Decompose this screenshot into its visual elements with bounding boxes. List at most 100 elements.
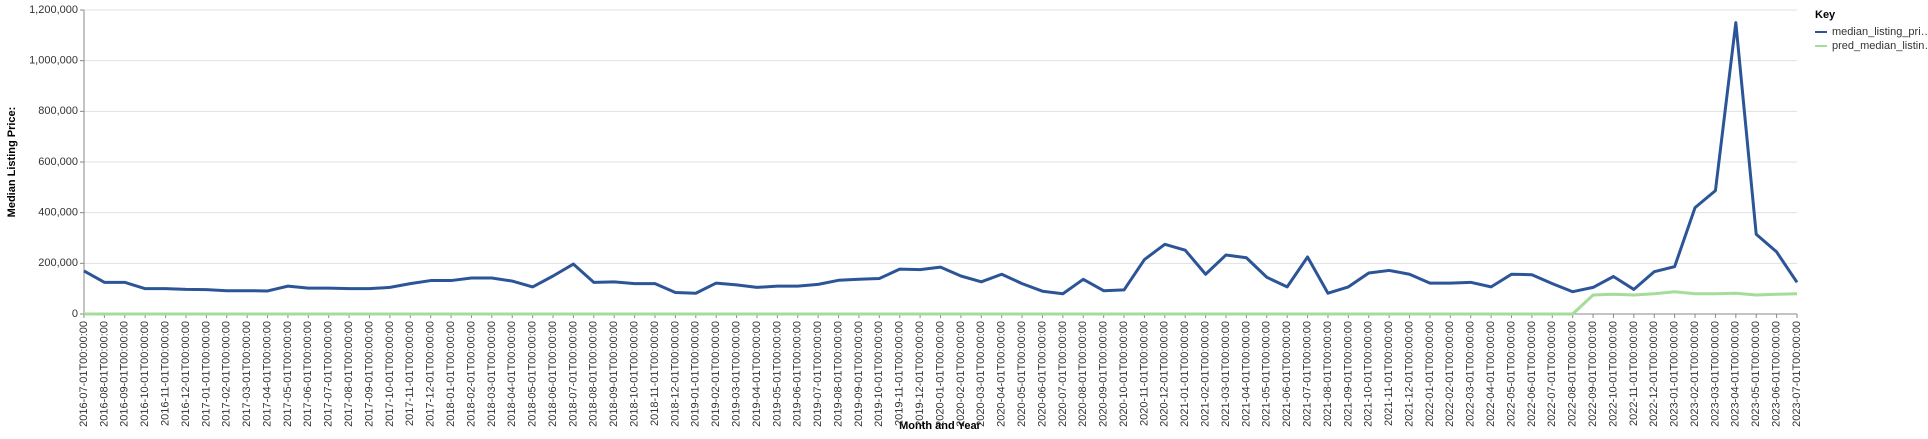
x-tick-label: 2021-05-01T00:00:00	[1261, 321, 1273, 427]
x-tick-label: 2017-04-01T00:00:00	[261, 321, 273, 427]
x-tick-label: 2021-12-01T00:00:00	[1403, 321, 1415, 427]
x-tick-label: 2019-09-01T00:00:00	[853, 321, 865, 427]
x-tick-label: 2020-03-01T00:00:00	[975, 321, 987, 427]
x-tick-label: 2018-09-01T00:00:00	[608, 321, 620, 427]
x-tick-label: 2021-08-01T00:00:00	[1322, 321, 1334, 427]
x-tick-label: 2017-06-01T00:00:00	[302, 321, 314, 427]
x-tick-label: 2021-02-01T00:00:00	[1200, 321, 1212, 427]
y-tick-label: 400,000	[38, 207, 78, 219]
x-tick-label: 2020-11-01T00:00:00	[1138, 321, 1150, 426]
x-tick-label: 2018-06-01T00:00:00	[547, 321, 559, 427]
x-tick-label: 2021-01-01T00:00:00	[1179, 321, 1191, 427]
x-tick-label: 2021-10-01T00:00:00	[1363, 321, 1375, 427]
x-tick-label: 2018-07-01T00:00:00	[567, 321, 579, 427]
x-tick-label: 2017-03-01T00:00:00	[241, 321, 253, 427]
x-axis-title: Month and Year	[899, 420, 981, 432]
x-tick-label: 2018-02-01T00:00:00	[465, 321, 477, 427]
x-tick-label: 2022-12-01T00:00:00	[1648, 321, 1660, 427]
x-tick-label: 2023-05-01T00:00:00	[1750, 321, 1762, 427]
x-tick-label: 2019-11-01T00:00:00	[894, 321, 906, 426]
x-tick-label: 2019-05-01T00:00:00	[771, 321, 783, 427]
x-tick-label: 2020-01-01T00:00:00	[934, 321, 946, 427]
x-tick-label: 2023-01-01T00:00:00	[1669, 321, 1681, 427]
y-axis-title: Median Listing Price:	[6, 107, 18, 218]
x-tick-label: 2022-02-01T00:00:00	[1444, 321, 1456, 427]
x-tick-label: 2018-12-01T00:00:00	[669, 321, 681, 427]
y-tick-label: 600,000	[38, 156, 78, 168]
x-tick-label: 2017-09-01T00:00:00	[363, 321, 375, 427]
x-tick-label: 2017-12-01T00:00:00	[425, 321, 437, 427]
x-tick-label: 2017-07-01T00:00:00	[323, 321, 335, 427]
x-tick-label: 2022-03-01T00:00:00	[1465, 321, 1477, 427]
x-tick-label: 2021-07-01T00:00:00	[1301, 321, 1313, 427]
x-tick-label: 2018-03-01T00:00:00	[486, 321, 498, 427]
x-tick-label: 2016-10-01T00:00:00	[139, 321, 151, 427]
x-tick-label: 2018-01-01T00:00:00	[445, 321, 457, 427]
x-tick-label: 2018-11-01T00:00:00	[649, 321, 661, 426]
x-tick-label: 2019-06-01T00:00:00	[792, 321, 804, 427]
y-tick-label: 1,000,000	[29, 55, 78, 67]
legend-label: pred_median_listin…	[1832, 40, 1928, 52]
x-tick-label: 2019-04-01T00:00:00	[751, 321, 763, 427]
x-tick-label: 2020-06-01T00:00:00	[1036, 321, 1048, 427]
x-tick-label: 2017-01-01T00:00:00	[200, 321, 212, 427]
x-tick-label: 2019-02-01T00:00:00	[710, 321, 722, 427]
x-tick-label: 2021-04-01T00:00:00	[1240, 321, 1252, 427]
x-tick-label: 2020-07-01T00:00:00	[1057, 321, 1069, 427]
x-tick-label: 2022-10-01T00:00:00	[1607, 321, 1619, 427]
y-tick-label: 200,000	[38, 257, 78, 269]
x-tick-label: 2022-11-01T00:00:00	[1628, 321, 1640, 426]
x-tick-label: 2023-04-01T00:00:00	[1730, 321, 1742, 427]
x-tick-label: 2022-07-01T00:00:00	[1546, 321, 1558, 427]
x-tick-label: 2022-09-01T00:00:00	[1587, 321, 1599, 427]
y-tick-label: 1,200,000	[29, 4, 78, 16]
x-tick-label: 2019-03-01T00:00:00	[730, 321, 742, 427]
x-tick-label: 2018-08-01T00:00:00	[588, 321, 600, 427]
x-tick-label: 2021-09-01T00:00:00	[1342, 321, 1354, 427]
x-tick-label: 2022-08-01T00:00:00	[1567, 321, 1579, 427]
y-tick-label: 800,000	[38, 105, 78, 117]
x-tick-label: 2017-11-01T00:00:00	[404, 321, 416, 426]
x-tick-label: 2019-10-01T00:00:00	[873, 321, 885, 427]
x-tick-label: 2017-10-01T00:00:00	[384, 321, 396, 427]
x-tick-label: 2017-08-01T00:00:00	[343, 321, 355, 427]
x-tick-label: 2022-01-01T00:00:00	[1424, 321, 1436, 427]
x-tick-label: 2021-11-01T00:00:00	[1383, 321, 1395, 426]
x-tick-label: 2020-12-01T00:00:00	[1159, 321, 1171, 427]
x-tick-label: 2016-07-01T00:00:00	[78, 321, 90, 427]
x-tick-label: 2019-08-01T00:00:00	[832, 321, 844, 427]
x-tick-label: 2016-09-01T00:00:00	[119, 321, 131, 427]
line	[84, 290, 1798, 316]
x-tick-label: 2021-06-01T00:00:00	[1281, 321, 1293, 427]
line	[83, 21, 1799, 296]
x-tick-label: 2020-08-01T00:00:00	[1077, 321, 1089, 427]
x-tick-label: 2019-07-01T00:00:00	[812, 321, 824, 427]
x-tick-label: 2016-11-01T00:00:00	[159, 321, 171, 426]
x-tick-label: 2018-05-01T00:00:00	[527, 321, 539, 427]
x-tick-label: 2020-10-01T00:00:00	[1118, 321, 1130, 427]
x-tick-label: 2020-05-01T00:00:00	[1016, 321, 1028, 427]
x-tick-label: 2018-10-01T00:00:00	[629, 321, 641, 427]
x-tick-label: 2023-02-01T00:00:00	[1689, 321, 1701, 427]
x-tick-label: 2016-12-01T00:00:00	[180, 321, 192, 427]
x-tick-label: 2022-04-01T00:00:00	[1485, 321, 1497, 427]
x-tick-label: 2018-04-01T00:00:00	[506, 321, 518, 427]
x-tick-label: 2019-01-01T00:00:00	[690, 321, 702, 427]
x-tick-label: 2023-07-01T00:00:00	[1791, 321, 1803, 427]
x-tick-label: 2023-03-01T00:00:00	[1709, 321, 1721, 427]
x-tick-label: 2019-12-01T00:00:00	[914, 321, 926, 427]
y-tick-label: 0	[72, 308, 78, 320]
x-tick-label: 2022-05-01T00:00:00	[1505, 321, 1517, 427]
legend-label: median_listing_pri…	[1832, 26, 1928, 38]
x-tick-label: 2016-08-01T00:00:00	[98, 321, 110, 427]
x-tick-label: 2020-04-01T00:00:00	[996, 321, 1008, 427]
x-tick-label: 2017-02-01T00:00:00	[221, 321, 233, 427]
x-tick-label: 2021-03-01T00:00:00	[1220, 321, 1232, 427]
x-tick-label: 2023-06-01T00:00:00	[1771, 321, 1783, 427]
x-tick-label: 2020-02-01T00:00:00	[955, 321, 967, 427]
legend-title: Key	[1815, 9, 1836, 21]
x-tick-label: 2017-05-01T00:00:00	[282, 321, 294, 427]
x-tick-label: 2020-09-01T00:00:00	[1098, 321, 1110, 427]
x-tick-label: 2022-06-01T00:00:00	[1526, 321, 1538, 427]
